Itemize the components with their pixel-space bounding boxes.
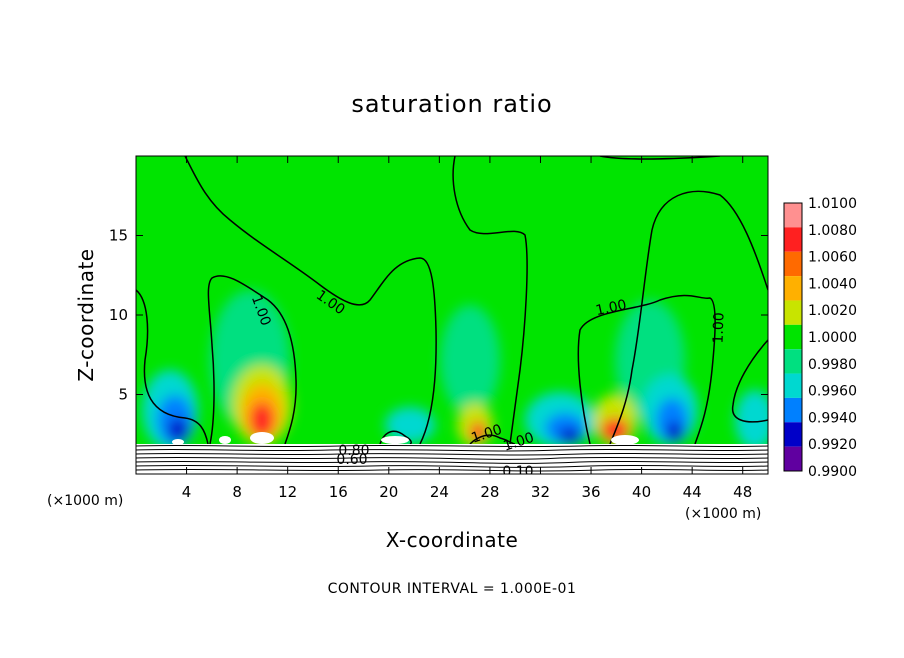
contour-interval-note: CONTOUR INTERVAL = 1.000E-01 [328, 581, 577, 597]
colorbar: 1.0100 1.0080 1.0060 1.0040 1.0020 1.0000 0.99… [783, 196, 857, 480]
colorbar-label-5: 1.0000 [808, 330, 857, 346]
contour-label-8: 0.60 [336, 452, 367, 468]
blob-cyan-4 [385, 407, 435, 443]
colorbar-swatch-3 [784, 276, 802, 301]
x-tick-label-3: 16 [329, 483, 348, 501]
ground-line-7 [136, 468, 768, 472]
colorbar-label-4: 1.0020 [808, 303, 857, 319]
colorbar-swatch-7 [784, 373, 802, 398]
blob-darkblue-3 [666, 422, 684, 442]
y-tick-label-2: 15 [109, 227, 128, 245]
white-patch-5 [611, 435, 639, 445]
ground-line-3 [136, 452, 768, 456]
y-tick-label-1: 10 [109, 306, 128, 324]
x-tick-label-7: 32 [531, 483, 550, 501]
contour-label-7: 0.80 [338, 443, 369, 459]
x-tick-label-9: 40 [632, 483, 651, 501]
colorbar-swatch-9 [784, 422, 802, 447]
colorbar-label-10: 0.9900 [808, 464, 857, 480]
x-tick-label-10: 44 [683, 483, 702, 501]
colorbar-swatch-5 [784, 324, 802, 350]
contour-line-3 [207, 275, 297, 445]
ground-line-6 [136, 464, 768, 468]
ground-line-1 [136, 444, 768, 448]
colorbar-label-3: 1.0040 [808, 276, 857, 292]
contour-line-4 [452, 156, 528, 445]
ground-line-4 [136, 456, 768, 460]
contour-label-4: 1.00 [710, 312, 727, 344]
x-axis-label: X-coordinate [386, 528, 519, 552]
contour-line-2 [184, 156, 437, 445]
contour-lines [136, 156, 768, 445]
contour-line-7 [731, 339, 768, 423]
field-blobs [142, 290, 768, 450]
blob-darkblue-1 [168, 418, 188, 442]
colorbar-swatch-10 [784, 446, 802, 471]
ground-region [136, 432, 768, 474]
colorbar-swatch-2 [784, 251, 802, 277]
x-tick-label-6: 28 [480, 483, 499, 501]
ground-line-5 [136, 460, 768, 464]
contour-line-8 [379, 430, 412, 445]
colorbar-label-9: 0.9920 [808, 437, 857, 453]
x-tick-label-11: 48 [733, 483, 752, 501]
x-tick-label-4: 20 [379, 483, 398, 501]
contour-line-top [599, 156, 721, 160]
ground-contours [136, 444, 768, 472]
x-ticks: 4 8 12 16 20 24 28 32 36 40 44 48 [182, 156, 752, 501]
contour-line-5 [577, 294, 716, 445]
contour-line-9 [469, 434, 516, 445]
blob-cyan-5 [735, 390, 768, 450]
colorbar-swatch-8 [784, 397, 802, 423]
colorbar-label-6: 0.9980 [808, 357, 857, 373]
colorbar-label-7: 0.9960 [808, 384, 857, 400]
contour-line-6 [609, 190, 768, 445]
colorbar-label-0: 1.0100 [808, 196, 857, 212]
x-tick-label-2: 12 [278, 483, 297, 501]
colorbar-swatch-6 [784, 349, 802, 374]
x-tick-label-5: 24 [430, 483, 449, 501]
x-tick-label-0: 4 [182, 483, 192, 501]
blob-darkblue-2 [558, 428, 582, 444]
contour-line-1 [136, 289, 209, 445]
x-tick-label-8: 36 [581, 483, 600, 501]
ground-line-2 [136, 448, 768, 452]
colorbar-swatch-0 [784, 203, 802, 228]
white-patch-1 [172, 439, 184, 445]
colorbar-frame [783, 202, 803, 472]
y-tick-label-0: 5 [118, 386, 128, 404]
y-ticks: 5 10 15 [109, 227, 768, 404]
x-tick-label-1: 8 [232, 483, 242, 501]
blob-light-green-2 [440, 305, 500, 415]
blob-red-1 [250, 402, 274, 438]
white-patch-4 [381, 436, 409, 444]
white-patch-3 [250, 432, 274, 444]
contour-label-9: 0.10 [502, 464, 533, 480]
colorbar-label-8: 0.9940 [808, 410, 857, 426]
colorbar-label-2: 1.0060 [808, 250, 857, 266]
x-unit-left: (×1000 m) [47, 493, 123, 509]
chart-title: saturation ratio [351, 90, 552, 118]
contour-label-3: 1.00 [594, 297, 628, 319]
plot-area: 1.00 1.00 1.00 1.00 1.00 1.00 0.80 0.60 … [136, 156, 768, 480]
colorbar-swatch-4 [784, 300, 802, 325]
colorbar-label-1: 1.0080 [808, 223, 857, 239]
x-unit-right: (×1000 m) [685, 506, 761, 522]
white-patch-2 [219, 436, 231, 444]
y-axis-label: Z-coordinate [74, 248, 98, 381]
colorbar-swatch-1 [784, 227, 802, 252]
